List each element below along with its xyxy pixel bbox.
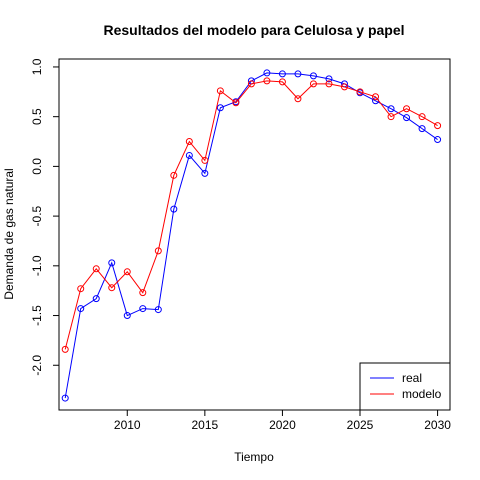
data-point-real bbox=[92, 295, 100, 303]
y-tick-label: 1.0 bbox=[30, 58, 44, 75]
data-point-real bbox=[325, 75, 333, 83]
data-point-modelo bbox=[434, 122, 442, 130]
data-point-modelo bbox=[77, 285, 85, 293]
x-tick-label: 2030 bbox=[424, 418, 451, 432]
data-point-modelo bbox=[108, 284, 116, 292]
data-point-modelo bbox=[154, 247, 162, 255]
data-point-real bbox=[185, 151, 193, 159]
data-point-real bbox=[309, 72, 317, 80]
series-modelo bbox=[61, 77, 442, 353]
data-point-real bbox=[387, 105, 395, 113]
y-tick-label: -1.0 bbox=[30, 255, 44, 276]
data-point-modelo bbox=[278, 78, 286, 86]
data-point-modelo bbox=[216, 87, 224, 95]
data-point-modelo bbox=[232, 99, 240, 107]
data-point-modelo bbox=[387, 113, 395, 121]
data-point-real bbox=[201, 169, 209, 177]
data-point-modelo bbox=[325, 80, 333, 88]
data-point-real bbox=[170, 205, 178, 213]
x-axis: 2010 2015 2020 2025 2030 bbox=[114, 409, 451, 432]
legend-label-modelo: modelo bbox=[402, 387, 442, 401]
data-point-modelo bbox=[340, 83, 348, 91]
y-tick-label: -0.5 bbox=[30, 205, 44, 226]
y-axis: -2.0 -1.5 -1.0 -0.5 0.0 0.5 1.0 bbox=[30, 58, 60, 376]
x-tick-label: 2025 bbox=[347, 418, 374, 432]
legend-label-real: real bbox=[402, 371, 422, 385]
data-point-real bbox=[108, 259, 116, 267]
data-point-modelo bbox=[170, 171, 178, 179]
x-tick-label: 2020 bbox=[269, 418, 296, 432]
data-point-modelo bbox=[403, 105, 411, 113]
data-point-modelo bbox=[185, 138, 193, 146]
data-point-real bbox=[139, 305, 147, 313]
data-point-modelo bbox=[356, 88, 364, 96]
y-axis-label: Demanda de gas natural bbox=[2, 168, 16, 299]
chart-title: Resultados del modelo para Celulosa y pa… bbox=[103, 22, 404, 38]
data-point-modelo bbox=[201, 156, 209, 164]
data-point-modelo bbox=[418, 113, 426, 121]
data-point-real bbox=[61, 394, 69, 402]
data-point-real bbox=[216, 104, 224, 112]
data-point-real bbox=[418, 125, 426, 133]
y-tick-label: -2.0 bbox=[30, 355, 44, 376]
data-point-real bbox=[154, 306, 162, 314]
y-tick-label: -1.5 bbox=[30, 305, 44, 326]
data-point-modelo bbox=[123, 268, 131, 276]
x-axis-label: Tiempo bbox=[234, 450, 274, 464]
series-real bbox=[61, 69, 442, 402]
series-line-real bbox=[64, 72, 438, 399]
data-point-real bbox=[123, 312, 131, 320]
data-point-real bbox=[434, 136, 442, 144]
data-point-modelo bbox=[139, 289, 147, 297]
data-point-modelo bbox=[247, 80, 255, 88]
data-point-real bbox=[403, 114, 411, 122]
data-point-real bbox=[278, 70, 286, 78]
legend-box bbox=[359, 362, 451, 411]
data-point-modelo bbox=[309, 80, 317, 88]
data-point-real bbox=[77, 305, 85, 313]
y-tick-label: 0.0 bbox=[30, 158, 44, 175]
series-layer bbox=[61, 69, 442, 402]
data-point-modelo bbox=[263, 77, 271, 85]
data-point-modelo bbox=[372, 93, 380, 101]
data-point-real bbox=[294, 70, 302, 78]
legend: real modelo bbox=[359, 362, 451, 411]
x-tick-label: 2010 bbox=[114, 418, 141, 432]
data-point-modelo bbox=[294, 95, 302, 103]
x-tick-label: 2015 bbox=[191, 418, 218, 432]
series-line-modelo bbox=[64, 80, 438, 350]
data-point-real bbox=[263, 69, 271, 77]
data-point-modelo bbox=[92, 265, 100, 273]
data-point-modelo bbox=[61, 345, 69, 353]
y-tick-label: 0.5 bbox=[30, 108, 44, 125]
